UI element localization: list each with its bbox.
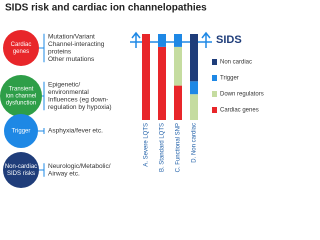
connector <box>38 128 45 134</box>
bar-segment <box>158 46 166 120</box>
node-description: Airway etc. <box>48 170 80 177</box>
chart-title: SIDS <box>216 34 242 46</box>
node-description: regulation by hypoxia) <box>48 104 112 111</box>
title: SIDS risk and cardiac ion channelopathie… <box>5 3 207 14</box>
category-label: C. Functional SNP <box>176 123 182 172</box>
node-label: SIDS risks <box>7 171 35 177</box>
bar-segment <box>158 34 166 47</box>
node-description: Neurologic/Metabolic/ <box>48 163 111 170</box>
bar-segment <box>174 46 182 86</box>
figure: SIDS risk and cardiac ion channelopathie… <box>0 3 264 188</box>
node-label: genes <box>13 49 29 55</box>
bar-segment <box>190 81 198 95</box>
node-label: Trigger <box>12 129 31 135</box>
node-label: dysfunction <box>6 101 36 107</box>
legend-swatch <box>212 107 217 113</box>
category-label: B. Standard LQTS <box>160 123 166 172</box>
connector <box>39 33 45 63</box>
legend-swatch <box>212 75 217 81</box>
node-label: Non-cardiac <box>5 164 37 170</box>
node-circle <box>4 114 38 148</box>
legend-label: Down regulators <box>220 92 264 98</box>
node-description: Other mutations <box>48 56 95 63</box>
node-description: Mutation/Variant <box>48 33 95 40</box>
node-description: Asphyxia/fever etc. <box>48 128 103 135</box>
category-label: D. Non cardiac <box>192 123 198 163</box>
bar-segment <box>174 85 182 120</box>
node-label: ion channel <box>6 94 37 100</box>
node-label: Cardiac <box>11 42 32 48</box>
bar-segment <box>190 34 198 82</box>
bar-segment <box>190 94 198 120</box>
node-description: Influences (eg down- <box>48 96 108 103</box>
node-circle <box>3 30 39 66</box>
node-label: Transient <box>9 87 34 93</box>
category-label: A. Severe LQTS <box>144 123 150 167</box>
arrows <box>131 31 211 48</box>
legend-label: Cardiac genes <box>220 108 259 114</box>
legend-label: Non cardiac <box>220 60 252 66</box>
node-circle <box>3 152 39 188</box>
node-description: Epigenetic/ <box>48 81 80 88</box>
bar-segment <box>174 34 182 47</box>
node-description: environmental <box>48 89 89 96</box>
legend-label: Trigger <box>220 76 239 82</box>
bar-segment <box>142 34 150 120</box>
legend-swatch <box>212 91 217 97</box>
node-circle <box>0 75 42 117</box>
node-description: proteins <box>48 48 72 55</box>
connector <box>39 163 45 177</box>
node-description: Channel-interacting <box>48 41 105 48</box>
connector <box>42 81 45 111</box>
page: SIDS risk and cardiac ion channelopathie… <box>0 2 264 188</box>
legend-swatch <box>212 59 217 65</box>
